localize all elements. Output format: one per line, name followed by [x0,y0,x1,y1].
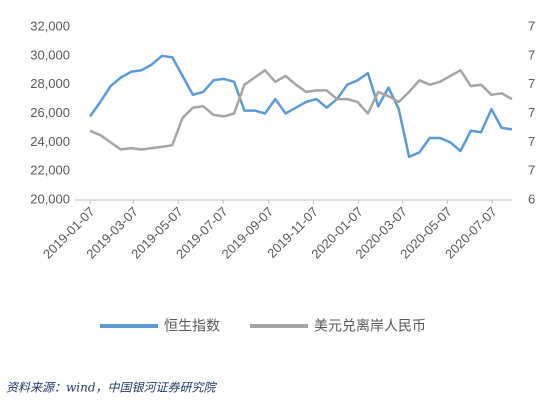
legend-label: 美元兑离岸人民币 [314,318,426,334]
y2-tick-label: 6 [528,191,535,206]
y2-tick-label: 7 [528,105,535,120]
legend-label: 恒生指数 [164,318,220,334]
source-note: 资料来源：wind，中国银河证券研究院 [6,381,218,395]
y2-tick-label: 7 [528,47,535,62]
y2-tick-label: 7 [528,18,535,33]
y-tick-label: 30,000 [30,47,70,62]
y2-tick-label: 7 [528,134,535,149]
series-line [88,54,513,159]
y-tick-label: 22,000 [30,163,70,178]
y-tick-label: 28,000 [30,76,70,91]
y-tick-label: 20,000 [30,191,70,206]
series-line [89,69,513,151]
y-tick-label: 32,000 [30,18,70,33]
y-tick-label: 26,000 [30,105,70,120]
y-tick-label: 24,000 [30,134,70,149]
y2-tick-label: 7 [528,163,535,178]
y2-tick-label: 7 [528,76,535,91]
